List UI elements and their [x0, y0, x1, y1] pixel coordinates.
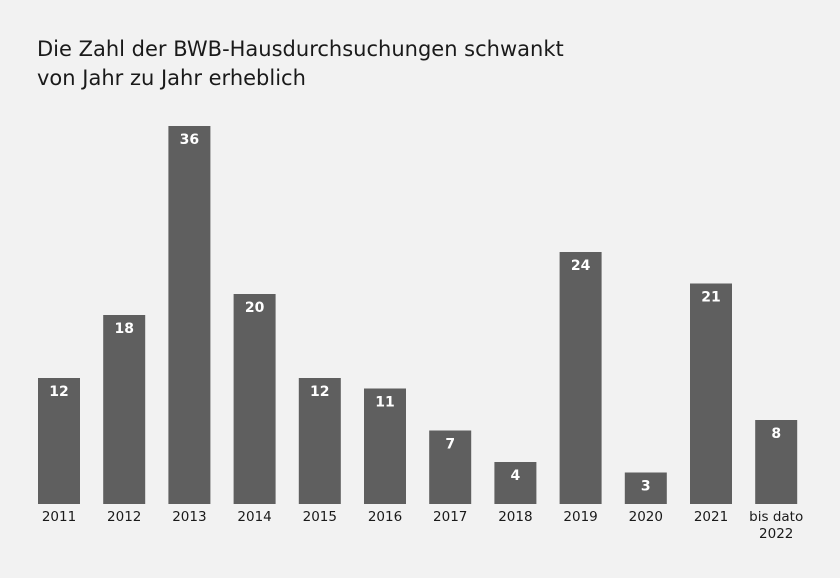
data-label-2014: 20 — [245, 300, 265, 316]
chart-title-line-2: von Jahr zu Jahr erheblich — [37, 66, 306, 90]
bar-2017 — [429, 430, 472, 504]
x-tick-label-2011: 2011 — [42, 509, 76, 525]
data-label-2020: 3 — [641, 479, 651, 495]
x-tick-label-2017: 2017 — [433, 509, 467, 525]
x-tick-label-2021: 2021 — [694, 509, 728, 525]
x-tick-label-2013: 2013 — [172, 509, 206, 525]
x-tick-label-2014: 2014 — [237, 509, 271, 525]
chart-title: Die Zahl der BWB-Hausdurchsuchungen schw… — [37, 35, 797, 93]
data-label-2013: 36 — [180, 132, 199, 148]
bar-2012 — [103, 315, 146, 504]
data-label-bis-dato-2022: 8 — [771, 426, 781, 442]
data-label-2019: 24 — [571, 258, 591, 274]
x-tick-label-2012: 2012 — [107, 509, 141, 525]
x-tick-label-2019: 2019 — [563, 509, 597, 525]
x-tick-label-bis-dato-2022: bis dato 2022 — [749, 509, 803, 542]
chart-title-line-1: Die Zahl der BWB-Hausdurchsuchungen schw… — [37, 37, 564, 61]
data-label-2018: 4 — [511, 468, 521, 484]
bar-2018 — [494, 462, 537, 504]
bar-2016 — [364, 388, 406, 504]
x-tick-label-2015: 2015 — [303, 509, 337, 525]
bar-2011 — [38, 378, 80, 504]
data-label-2021: 21 — [701, 290, 720, 306]
bar-2014 — [233, 294, 276, 504]
bar-bis-dato-2022 — [755, 420, 798, 504]
bar-2020 — [624, 472, 667, 504]
bar-2019 — [559, 252, 602, 504]
x-tick-label-2018: 2018 — [498, 509, 532, 525]
data-label-2016: 11 — [375, 395, 394, 411]
bar-2021 — [690, 283, 732, 504]
x-tick-label-2020: 2020 — [629, 509, 663, 525]
data-label-2017: 7 — [445, 437, 455, 453]
bar-2015 — [298, 378, 341, 504]
data-label-2015: 12 — [310, 384, 329, 400]
bar-2013 — [168, 126, 211, 504]
x-tick-label-2016: 2016 — [368, 509, 402, 525]
data-label-2012: 18 — [114, 321, 133, 337]
data-label-2011: 12 — [49, 384, 68, 400]
